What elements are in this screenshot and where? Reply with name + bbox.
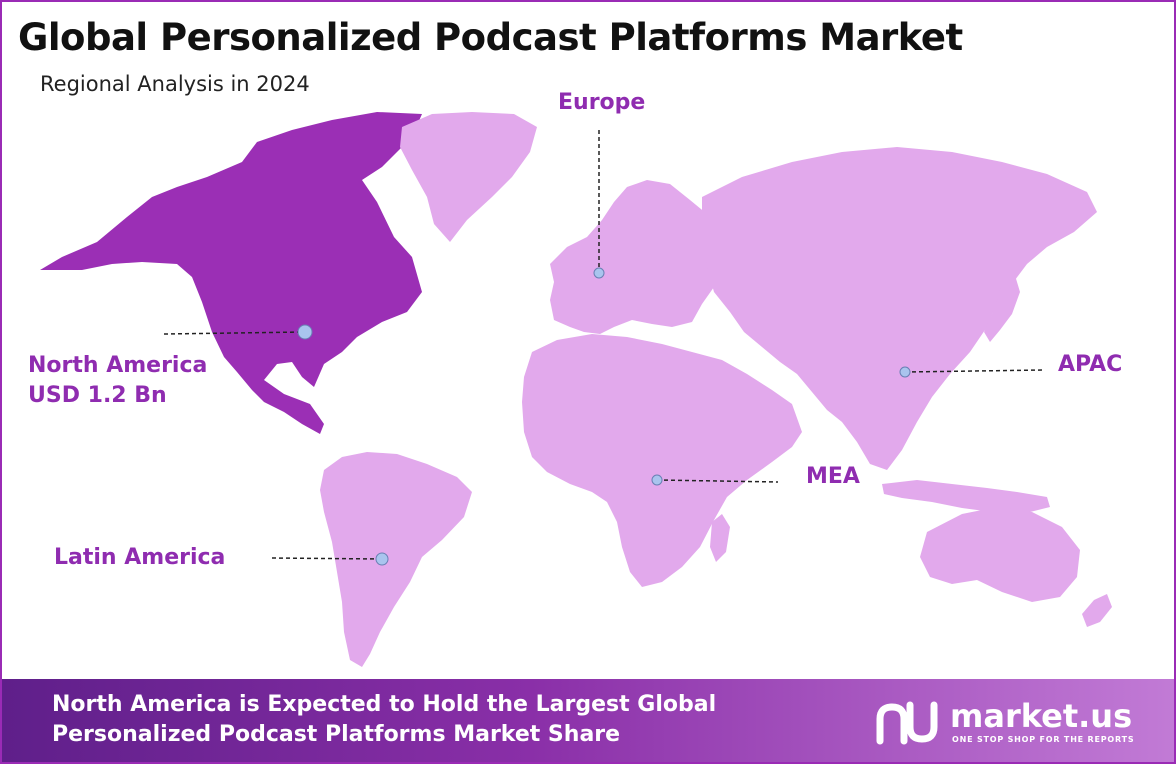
label-apac: APAC xyxy=(1058,352,1123,377)
region-latin-america xyxy=(320,452,472,667)
brand-tagline: ONE STOP SHOP FOR THE REPORTS xyxy=(952,735,1135,744)
brand-name: market.us xyxy=(950,697,1133,735)
region-greenland xyxy=(400,112,537,242)
region-indonesia xyxy=(882,480,1050,514)
label-europe: Europe xyxy=(558,90,646,115)
region-madagascar xyxy=(710,514,730,562)
region-japan xyxy=(984,272,1020,342)
page-title: Global Personalized Podcast Platforms Ma… xyxy=(18,16,963,59)
mea-leader-line xyxy=(656,479,779,483)
mea-marker xyxy=(651,474,663,486)
label-mea: MEA xyxy=(806,464,860,489)
label-north-america-value: USD 1.2 Bn xyxy=(28,383,167,408)
region-apac xyxy=(702,147,1097,470)
brand-logo: market.us ONE STOP SHOP FOR THE REPORTS xyxy=(874,697,1144,749)
footer-banner xyxy=(2,679,1174,762)
footer-headline: North America is Expected to Hold the La… xyxy=(52,690,716,750)
label-latin-america: Latin America xyxy=(54,545,226,570)
region-new-zealand xyxy=(1082,594,1112,627)
apac-leader-line xyxy=(904,369,1045,373)
europe-marker xyxy=(593,267,605,279)
north-america-leader-line xyxy=(163,331,305,335)
region-australia xyxy=(920,507,1080,602)
latin-america-leader-line xyxy=(271,557,383,560)
region-north-america xyxy=(40,112,422,434)
latin-america-marker xyxy=(375,552,389,566)
north-america-marker xyxy=(297,324,313,340)
footer-line-2: Personalized Podcast Platforms Market Sh… xyxy=(52,722,621,747)
region-europe xyxy=(550,180,730,334)
apac-marker xyxy=(899,366,911,378)
page-subtitle: Regional Analysis in 2024 xyxy=(40,72,310,96)
region-mea xyxy=(522,334,802,587)
label-north-america: North America xyxy=(28,353,208,378)
brand-mark-icon xyxy=(876,701,938,745)
footer-line-1: North America is Expected to Hold the La… xyxy=(52,692,717,717)
